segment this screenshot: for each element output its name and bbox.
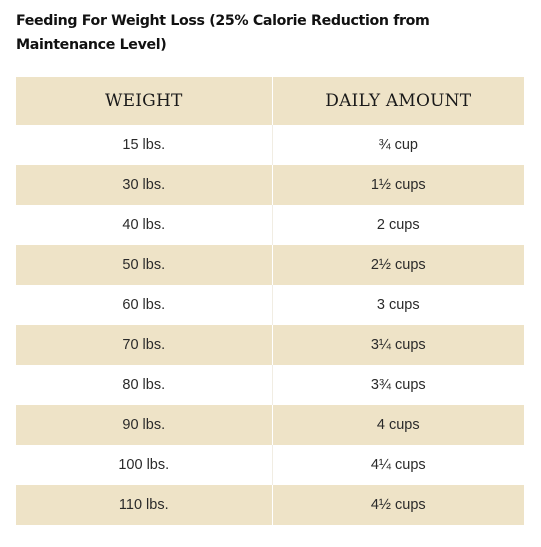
weight-column-header: WEIGHT (16, 77, 272, 125)
daily-amount-cell: ¾ cup (271, 125, 524, 165)
table-row: 90 lbs. 4 cups (16, 405, 524, 445)
table-row: 70 lbs. 3¼ cups (16, 325, 524, 365)
table-row: 15 lbs. ¾ cup (16, 125, 524, 165)
weight-cell: 40 lbs. (16, 205, 272, 245)
daily-amount-cell: 1½ cups (271, 165, 524, 205)
daily-amount-column-header: DAILY AMOUNT (271, 77, 524, 125)
weight-cell: 110 lbs. (16, 485, 272, 525)
table-row: 80 lbs. 3¾ cups (16, 365, 524, 405)
daily-amount-cell: 2 cups (271, 205, 524, 245)
weight-cell: 15 lbs. (16, 125, 272, 165)
daily-amount-cell: 3 cups (271, 285, 524, 325)
weight-cell: 70 lbs. (16, 325, 272, 365)
table-row: 60 lbs. 3 cups (16, 285, 524, 325)
daily-amount-cell: 4 cups (271, 405, 524, 445)
daily-amount-cell: 4¼ cups (271, 445, 524, 485)
weight-cell: 60 lbs. (16, 285, 272, 325)
table-row: 30 lbs. 1½ cups (16, 165, 524, 205)
table-row: 100 lbs. 4¼ cups (16, 445, 524, 485)
page-title: Feeding For Weight Loss (25% Calorie Red… (16, 13, 430, 53)
table-row: 40 lbs. 2 cups (16, 205, 524, 245)
daily-amount-cell: 2½ cups (271, 245, 524, 285)
weight-cell: 50 lbs. (16, 245, 272, 285)
daily-amount-cell: 3¼ cups (271, 325, 524, 365)
weight-cell: 90 lbs. (16, 405, 272, 445)
feeding-table: WEIGHT DAILY AMOUNT 15 lbs. ¾ cup 30 lbs… (16, 77, 524, 525)
daily-amount-cell: 3¾ cups (271, 365, 524, 405)
weight-cell: 30 lbs. (16, 165, 272, 205)
weight-cell: 100 lbs. (16, 445, 272, 485)
table-row: 110 lbs. 4½ cups (16, 485, 524, 525)
daily-amount-cell: 4½ cups (271, 485, 524, 525)
table-row: 50 lbs. 2½ cups (16, 245, 524, 285)
table-header-row: WEIGHT DAILY AMOUNT (16, 77, 524, 125)
weight-cell: 80 lbs. (16, 365, 272, 405)
